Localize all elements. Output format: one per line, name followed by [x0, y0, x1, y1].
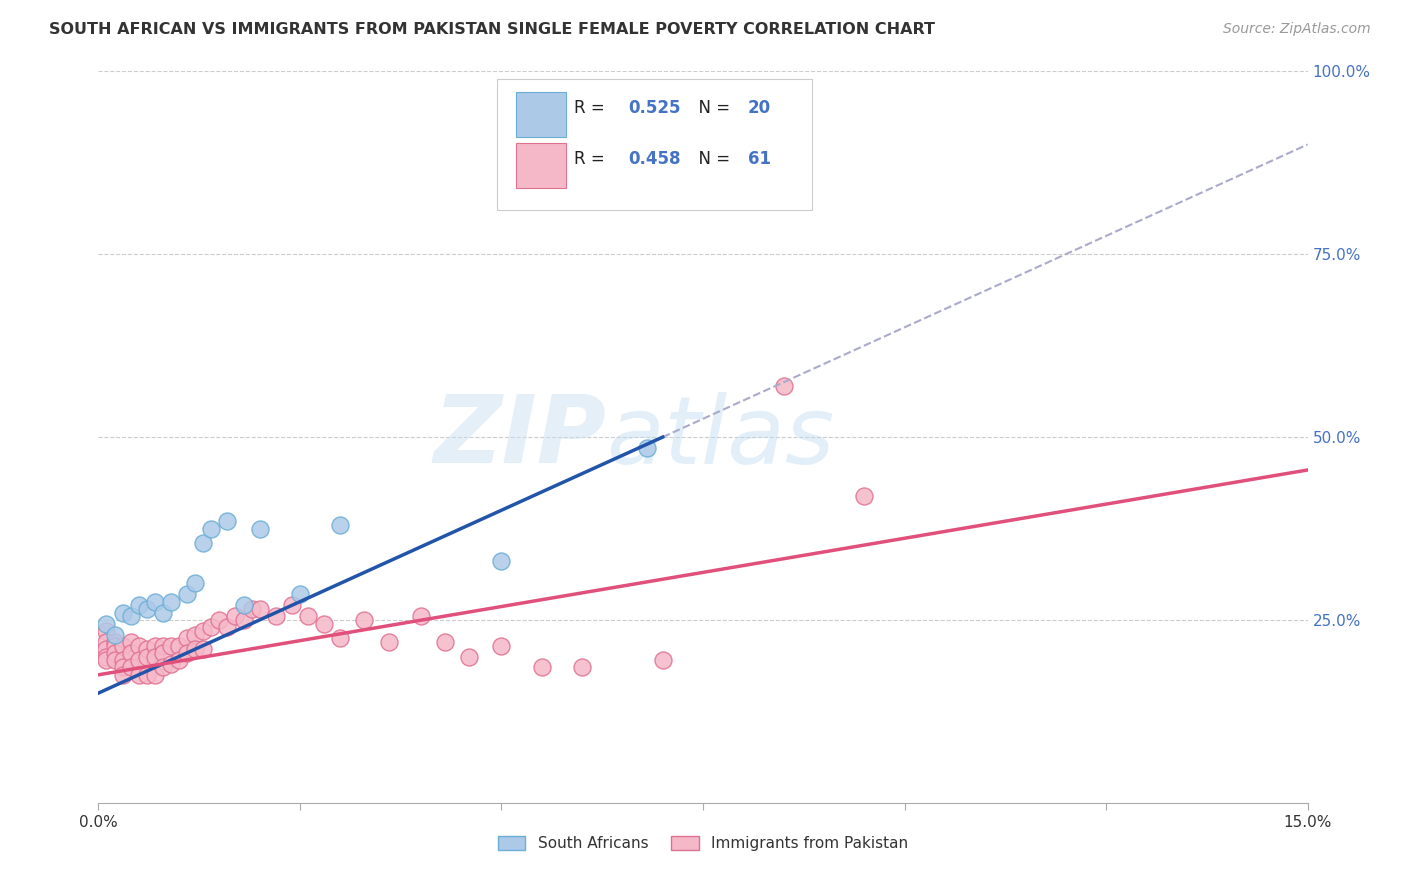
- Point: [135, 602, 157, 616]
- Point: [240, 602, 263, 616]
- FancyBboxPatch shape: [516, 143, 567, 188]
- Point: [103, 653, 125, 667]
- Point: [128, 639, 150, 653]
- Text: atlas: atlas: [606, 392, 835, 483]
- Point: [120, 609, 142, 624]
- Point: [200, 521, 222, 535]
- Point: [176, 646, 198, 660]
- Point: [111, 667, 134, 681]
- Text: N =: N =: [689, 99, 735, 117]
- Point: [111, 639, 134, 653]
- Point: [128, 599, 150, 613]
- Text: SOUTH AFRICAN VS IMMIGRANTS FROM PAKISTAN SINGLE FEMALE POVERTY CORRELATION CHAR: SOUTH AFRICAN VS IMMIGRANTS FROM PAKISTA…: [49, 22, 935, 37]
- Text: 61: 61: [748, 150, 770, 168]
- Point: [232, 613, 254, 627]
- Point: [193, 536, 215, 550]
- Point: [530, 660, 553, 674]
- Point: [152, 646, 174, 660]
- Point: [458, 649, 481, 664]
- Point: [184, 642, 207, 657]
- Text: R =: R =: [574, 150, 610, 168]
- Point: [264, 609, 287, 624]
- Point: [217, 620, 239, 634]
- Point: [143, 667, 166, 681]
- FancyBboxPatch shape: [498, 78, 811, 211]
- Text: 0.525: 0.525: [628, 99, 681, 117]
- Point: [491, 639, 513, 653]
- Point: [96, 649, 118, 664]
- FancyBboxPatch shape: [516, 92, 567, 137]
- Point: [160, 594, 183, 608]
- Point: [184, 576, 207, 591]
- Point: [208, 613, 231, 627]
- Point: [96, 616, 118, 631]
- Point: [217, 514, 239, 528]
- Point: [193, 624, 215, 638]
- Text: R =: R =: [574, 99, 610, 117]
- Legend: South Africans, Immigrants from Pakistan: South Africans, Immigrants from Pakistan: [492, 830, 914, 857]
- Point: [281, 599, 304, 613]
- Point: [329, 632, 352, 646]
- Point: [434, 635, 457, 649]
- Point: [143, 594, 166, 608]
- Point: [96, 653, 118, 667]
- Point: [772, 379, 794, 393]
- Text: 0.458: 0.458: [628, 150, 681, 168]
- Point: [120, 646, 142, 660]
- Point: [160, 639, 183, 653]
- Point: [103, 627, 125, 641]
- Point: [152, 639, 174, 653]
- Text: N =: N =: [689, 150, 735, 168]
- Point: [103, 639, 125, 653]
- Point: [128, 653, 150, 667]
- Point: [232, 599, 254, 613]
- Point: [143, 639, 166, 653]
- Point: [103, 635, 125, 649]
- Point: [184, 627, 207, 641]
- Point: [353, 613, 375, 627]
- Point: [152, 606, 174, 620]
- Point: [135, 649, 157, 664]
- Point: [200, 620, 222, 634]
- Point: [224, 609, 246, 624]
- Point: [288, 587, 311, 601]
- Point: [96, 642, 118, 657]
- Point: [167, 639, 190, 653]
- Point: [120, 660, 142, 674]
- Point: [314, 616, 336, 631]
- Point: [103, 646, 125, 660]
- Point: [128, 667, 150, 681]
- Text: ZIP: ZIP: [433, 391, 606, 483]
- Point: [135, 667, 157, 681]
- Text: Source: ZipAtlas.com: Source: ZipAtlas.com: [1223, 22, 1371, 37]
- Point: [249, 602, 271, 616]
- Point: [193, 642, 215, 657]
- Point: [111, 606, 134, 620]
- Point: [143, 649, 166, 664]
- Point: [111, 660, 134, 674]
- Point: [377, 635, 399, 649]
- Point: [111, 653, 134, 667]
- Point: [96, 635, 118, 649]
- Point: [249, 521, 271, 535]
- Point: [96, 624, 118, 638]
- Point: [636, 441, 658, 455]
- Point: [152, 660, 174, 674]
- Text: 20: 20: [748, 99, 770, 117]
- Point: [176, 587, 198, 601]
- Point: [160, 657, 183, 671]
- Point: [167, 653, 190, 667]
- Point: [651, 653, 673, 667]
- Point: [120, 635, 142, 649]
- Point: [297, 609, 319, 624]
- Point: [409, 609, 432, 624]
- Point: [571, 660, 593, 674]
- Point: [135, 642, 157, 657]
- Point: [329, 517, 352, 532]
- Point: [176, 632, 198, 646]
- Point: [853, 489, 876, 503]
- Point: [491, 554, 513, 568]
